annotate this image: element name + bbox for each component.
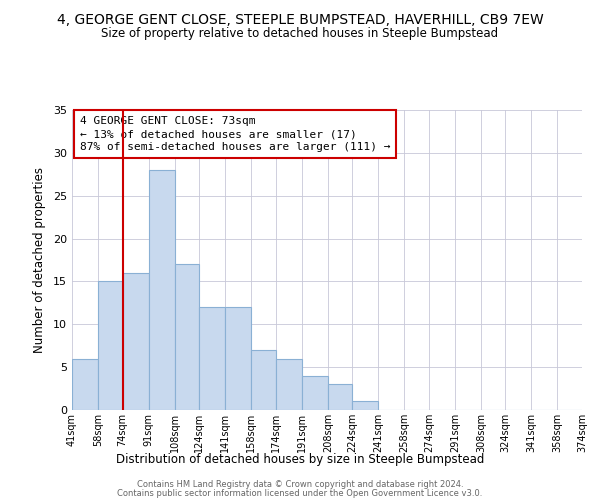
Text: Size of property relative to detached houses in Steeple Bumpstead: Size of property relative to detached ho…	[101, 28, 499, 40]
Text: 4 GEORGE GENT CLOSE: 73sqm
← 13% of detached houses are smaller (17)
87% of semi: 4 GEORGE GENT CLOSE: 73sqm ← 13% of deta…	[80, 116, 390, 152]
Bar	[98, 282, 122, 410]
Bar	[302, 376, 328, 410]
Bar	[275, 358, 302, 410]
Bar	[175, 264, 199, 410]
Bar	[199, 307, 225, 410]
Bar	[72, 358, 98, 410]
Text: 4, GEORGE GENT CLOSE, STEEPLE BUMPSTEAD, HAVERHILL, CB9 7EW: 4, GEORGE GENT CLOSE, STEEPLE BUMPSTEAD,…	[56, 12, 544, 26]
Bar	[328, 384, 352, 410]
Bar	[225, 307, 251, 410]
Bar	[122, 273, 149, 410]
Text: Distribution of detached houses by size in Steeple Bumpstead: Distribution of detached houses by size …	[116, 452, 484, 466]
Bar	[251, 350, 275, 410]
Text: Contains HM Land Registry data © Crown copyright and database right 2024.: Contains HM Land Registry data © Crown c…	[137, 480, 463, 489]
Text: Contains public sector information licensed under the Open Government Licence v3: Contains public sector information licen…	[118, 489, 482, 498]
Bar	[149, 170, 175, 410]
Y-axis label: Number of detached properties: Number of detached properties	[33, 167, 46, 353]
Bar	[352, 402, 379, 410]
